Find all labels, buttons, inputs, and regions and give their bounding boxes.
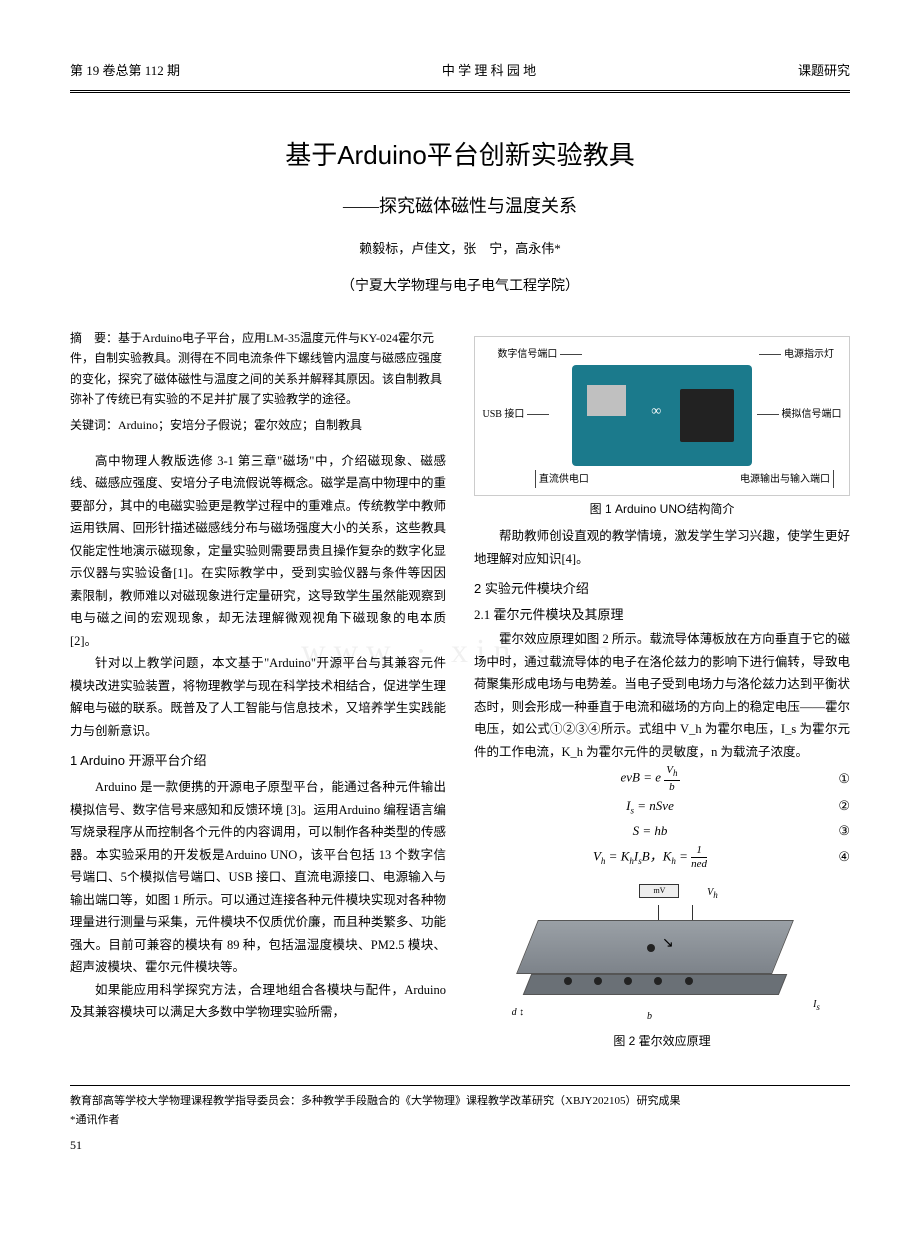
figure-1-caption: 图 1 Arduino UNO结构简介: [474, 499, 850, 519]
keywords: 关键词：Arduino；安培分子假说；霍尔效应；自制教具: [70, 415, 446, 435]
label-analog-port: 模拟信号端口: [757, 406, 842, 423]
footer-note: 教育部高等学校大学物理课程教学指导委员会：多种教学手段融合的《大学物理》课程教学…: [70, 1092, 850, 1111]
equation-body: Vh = KhIsB，Kh = 1ned: [474, 845, 826, 870]
equation-number: ②: [826, 795, 850, 817]
board-pcb: [572, 365, 752, 466]
body-paragraph: 帮助教师创设直观的教学情境，激发学生学习兴趣，使学生更好地理解对应知识[4]。: [474, 525, 850, 570]
arduino-board-diagram: 数字信号端口 电源指示灯 模拟信号端口 USB 接口 直流供电口: [474, 336, 850, 496]
electron-icon: [564, 977, 572, 985]
label-text: 电源指示灯: [784, 346, 834, 363]
page: www · xin · cn 第 19 卷总第 112 期 中 学 理 科 园 …: [70, 60, 850, 1156]
electron-icon: [685, 977, 693, 985]
abstract-text: 基于Arduino电子平台，应用LM-35温度元件与KY-024霍尔元件，自制实…: [70, 331, 442, 406]
microcontroller-chip: [680, 389, 734, 442]
footer: 教育部高等学校大学物理课程教学指导委员会：多种教学手段融合的《大学物理》课程教学…: [70, 1085, 850, 1156]
keywords-text: Arduino；安培分子假说；霍尔效应；自制教具: [118, 418, 362, 432]
section-heading: 1 Arduino 开源平台介绍: [70, 750, 446, 772]
millivoltmeter-icon: mV: [639, 884, 679, 898]
equation-body: S = hb: [474, 820, 826, 842]
section-heading: 2 实验元件模块介绍: [474, 578, 850, 600]
figure-2: mV ↘ d ↕ b Is Vh 图 2 霍: [474, 878, 850, 1051]
arrow-icon: ↘: [662, 932, 674, 956]
label-dc-in: 直流供电口: [535, 470, 589, 488]
body-paragraph: 霍尔效应原理如图 2 所示。载流导体薄板放在方向垂直于它的磁场中时，通过载流导体…: [474, 628, 850, 763]
dim-d: d ↕: [512, 1004, 525, 1021]
authors: 赖毅标，卢佳文，张 宁，高永伟*: [70, 238, 850, 260]
left-column: 摘 要：基于Arduino电子平台，应用LM-35温度元件与KY-024霍尔元件…: [70, 328, 446, 1057]
equation-number: ①: [826, 768, 850, 790]
subsection-heading: 2.1 霍尔元件模块及其原理: [474, 604, 850, 626]
label-text: 数字信号端口: [497, 346, 557, 363]
body-paragraph: 如果能应用科学探究方法，合理地组合各模块与配件，Arduino 及其兼容模块可以…: [70, 979, 446, 1024]
header-right: 课题研究: [798, 60, 850, 82]
label-power-io: 电源输出与输入端口: [740, 470, 834, 488]
equation-body: Is = nSve: [474, 795, 826, 819]
right-column: 数字信号端口 电源指示灯 模拟信号端口 USB 接口 直流供电口: [474, 328, 850, 1057]
figure-2-caption: 图 2 霍尔效应原理: [474, 1031, 850, 1051]
dim-is: Is: [813, 996, 820, 1015]
label-text: 直流供电口: [539, 471, 589, 488]
electron-icon: [624, 977, 632, 985]
abstract-label: 摘 要：: [70, 331, 118, 345]
electron-icon: [594, 977, 602, 985]
label-text: 模拟信号端口: [782, 406, 842, 423]
equation: Is = nSve②: [474, 795, 850, 819]
label-text: 电源输出与输入端口: [740, 471, 830, 488]
equation-block: evB = e Vhb①Is = nSve②S = hb③Vh = KhIsB，…: [474, 765, 850, 869]
hall-effect-diagram: mV ↘ d ↕ b Is Vh: [474, 878, 850, 1028]
body-paragraph: Arduino 是一款便携的开源电子原型平台，能通过各种元件输出模拟信号、数字信…: [70, 776, 446, 979]
main-title: 基于Arduino平台创新实验教具: [70, 133, 850, 177]
label-text: USB 接口: [482, 406, 524, 423]
equation: evB = e Vhb①: [474, 765, 850, 792]
body-paragraph: 针对以上教学问题，本文基于"Arduino"开源平台与其兼容元件模块改进实验装置…: [70, 652, 446, 742]
equation: Vh = KhIsB，Kh = 1ned④: [474, 845, 850, 870]
equation: S = hb③: [474, 820, 850, 842]
figure-1: 数字信号端口 电源指示灯 模拟信号端口 USB 接口 直流供电口: [474, 336, 850, 519]
electron-icon: [647, 944, 655, 952]
two-column-body: 摘 要：基于Arduino电子平台，应用LM-35温度元件与KY-024霍尔元件…: [70, 328, 850, 1057]
dim-b: b: [647, 1008, 652, 1025]
body-paragraph: 高中物理人教版选修 3-1 第三章"磁场"中，介绍磁现象、磁感线、磁感应强度、安…: [70, 450, 446, 653]
affiliation: （宁夏大学物理与电子电气工程学院）: [70, 274, 850, 298]
label-digital-port: 数字信号端口: [497, 346, 582, 363]
running-header: 第 19 卷总第 112 期 中 学 理 科 园 地 课题研究: [70, 60, 850, 93]
sub-title: ——探究磁体磁性与温度关系: [70, 191, 850, 222]
title-block: 基于Arduino平台创新实验教具 ——探究磁体磁性与温度关系 赖毅标，卢佳文，…: [70, 133, 850, 298]
equation-body: evB = e Vhb: [474, 765, 826, 792]
keywords-label: 关键词：: [70, 418, 118, 432]
footer-corresponding: *通讯作者: [70, 1111, 850, 1130]
label-power-led: 电源指示灯: [759, 346, 834, 363]
equation-number: ④: [826, 846, 850, 868]
label-usb: USB 接口: [482, 406, 549, 423]
dim-vh: Vh: [707, 884, 718, 903]
equation-number: ③: [826, 820, 850, 842]
page-number: 51: [70, 1135, 850, 1155]
abstract: 摘 要：基于Arduino电子平台，应用LM-35温度元件与KY-024霍尔元件…: [70, 328, 446, 410]
header-center: 中 学 理 科 园 地: [442, 60, 536, 82]
header-left: 第 19 卷总第 112 期: [70, 60, 180, 82]
